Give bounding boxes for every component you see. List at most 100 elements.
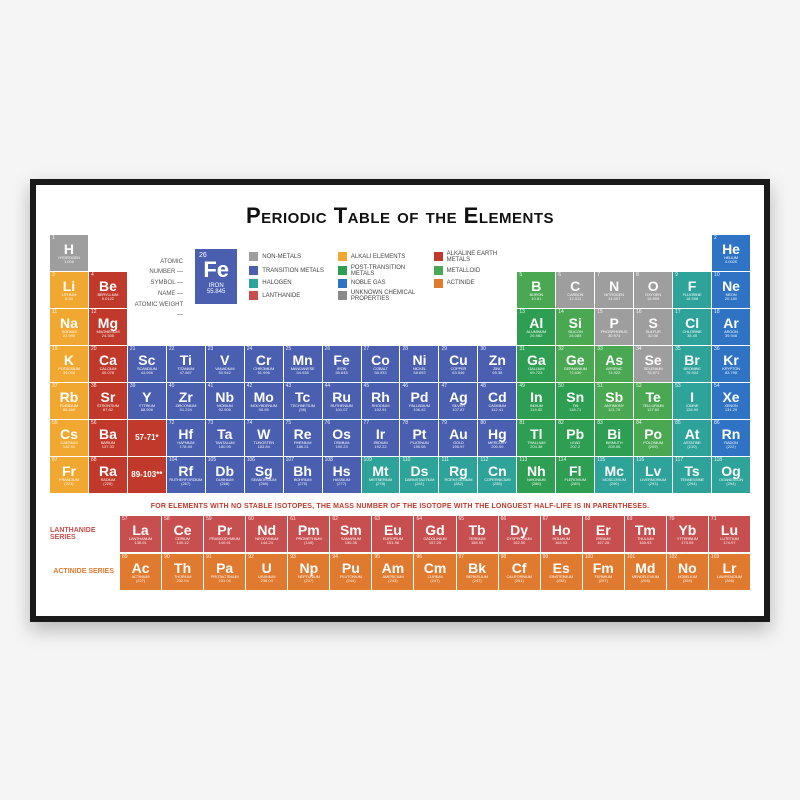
element-Si: 14SiSILICON28.085 [556,309,594,345]
element-Yb: 70YbYTTERBIUM173.05 [667,516,708,552]
legend-item: TRANSITION METALS [249,265,324,277]
element-Ge: 32GeGERMANIUM72.630 [556,346,594,382]
element-Hf: 72HfHAFNIUM178.49 [167,420,205,456]
element-Ne: 10NeNEON20.180 [712,272,750,308]
category-legend: NON-METALS ALKALI ELEMENTS ALKALINE EARTH … [249,239,510,302]
element-Y: 39YYTTRIUM88.906 [128,383,166,419]
element-Ti: 22TiTITANIUM47.867 [167,346,205,382]
element-Ds: 110DsDARMSTADTIUM(281) [400,457,438,493]
element-Ni: 28NiNICKEL58.693 [400,346,438,382]
element-Zn: 30ZnZINC65.38 [478,346,516,382]
legend-item: UNKNOWN CHEMICAL PROPERTIES [338,290,420,302]
element-Pt: 78PtPLATINUM195.08 [400,420,438,456]
element-Ar: 18ArARGON39.948 [712,309,750,345]
element-Hs: 108HsHASSIUM(277) [323,457,361,493]
element-grid: ATOMIC NUMBER SYMBOL NAME ATOMIC WEIGHT … [50,235,750,493]
lanthanide-label: LANTHANIDE SERIES [50,516,120,552]
element-Np: 93NpNEPTUNIUM(237) [288,554,329,590]
lanthanide-row: 57LaLANTHANUM138.9158CeCERIUM140.1259PrP… [120,516,750,552]
element-Al: 13AlALUMINUM26.982 [517,309,555,345]
element-At: 85AtASTATINE(210) [673,420,711,456]
legend-item: LANTHANIDE [249,290,324,302]
element-La: 57LaLANTHANUM138.91 [120,516,161,552]
periodic-table-poster: Periodic Table of the Elements ATOMIC NU… [30,179,770,622]
element-Br: 35BrBROMINE79.904 [673,346,711,382]
element-V: 23VVANADIUM50.942 [206,346,244,382]
element-Tl: 81TlTHALLIUM204.38 [517,420,555,456]
legend-item: NON-METALS [249,251,324,263]
element-Rn: 86RnRADON(222) [712,420,750,456]
element-Eu: 63EuEUROPIUM151.96 [372,516,413,552]
actinide-row: 89AcACTINIUM(227)90ThTHORIUM232.0491PaPR… [120,554,750,590]
element-Cr: 24CrCHROMIUM51.996 [245,346,283,382]
element-Tm: 69TmTHULIUM168.93 [625,516,666,552]
element-Co: 27CoCOBALT58.933 [362,346,400,382]
legend-item: ALKALINE EARTH METALS [434,251,511,263]
element-Lu: 71LuLUTETIUM174.97 [709,516,750,552]
element-Li: 3LiLITHIUM6.94 [50,272,88,308]
element-Pd: 46PdPALLADIUM106.42 [400,383,438,419]
act-marker: 89-103** [128,457,166,493]
element-Nb: 41NbNIOBIUM92.906 [206,383,244,419]
element-Cm: 96CmCURIUM(247) [414,554,455,590]
legend-item: HALOGEN [249,279,324,288]
actinide-label: ACTINIDE SERIES [50,554,120,590]
element-Nd: 60NdNEODYMIUM144.24 [246,516,287,552]
element-Fr: 87FrFRANCIUM(223) [50,457,88,493]
element-Au: 79AuGOLD196.97 [439,420,477,456]
element-Sn: 50SnTIN118.71 [556,383,594,419]
key-example-cell: 26 Fe IRON 55.845 [195,249,237,304]
element-Fe: 26FeIRON55.845 [323,346,361,382]
element-Ru: 44RuRUTHENIUM101.07 [323,383,361,419]
element-Cu: 29CuCOPPER63.546 [439,346,477,382]
element-Cd: 48CdCADMIUM112.41 [478,383,516,419]
element-Re: 75ReRHENIUM186.21 [284,420,322,456]
element-Bi: 83BiBISMUTH208.98 [595,420,633,456]
element-Am: 95AmAMERICIUM(243) [372,554,413,590]
element-Cn: 112CnCOPERNICIUM(285) [478,457,516,493]
element-Pa: 91PaPROTACTINIUM231.04 [204,554,245,590]
element-Cs: 55CsCAESIUM132.91 [50,420,88,456]
element-Bh: 107BhBOHRIUM(270) [284,457,322,493]
element-He: 2HeHELIUM4.0026 [712,235,750,271]
element-K: 19KPOTASSIUM39.098 [50,346,88,382]
series-block: LANTHANIDE SERIES 57LaLANTHANUM138.9158C… [50,516,750,590]
element-S: 16SSULFUR32.06 [634,309,672,345]
element-Po: 84PoPOLONIUM(209) [634,420,672,456]
key-labels: ATOMIC NUMBER SYMBOL NAME ATOMIC WEIGHT [134,239,183,322]
element-Mn: 25MnMANGANESE54.938 [284,346,322,382]
element-Ba: 56BaBARIUM137.33 [89,420,127,456]
element-Bk: 97BkBERKELIUM(247) [457,554,498,590]
element-Sr: 38SrSTRONTIUM87.62 [89,383,127,419]
element-Mt: 109MtMEITNERIUM(278) [362,457,400,493]
poster-title: Periodic Table of the Elements [50,203,750,229]
element-In: 49InINDIUM114.82 [517,383,555,419]
element-Sc: 21ScSCANDIUM44.956 [128,346,166,382]
element-Th: 90ThTHORIUM232.04 [162,554,203,590]
element-Tc: 43TcTECHNETIUM(98) [284,383,322,419]
element-Rh: 45RhRHODIUM102.91 [362,383,400,419]
element-Sm: 62SmSAMARIUM150.36 [330,516,371,552]
element-Fl: 114FlFLEROVIUM(289) [556,457,594,493]
lanth-marker: 57-71* [128,420,166,456]
element-Mo: 42MoMOLYBDENUM95.95 [245,383,283,419]
element-Hg: 80HgMERCURY200.59 [478,420,516,456]
element-B: 5BBORON10.81 [517,272,555,308]
legend-area: ATOMIC NUMBER SYMBOL NAME ATOMIC WEIGHT … [128,235,516,345]
element-U: 92UURANIUM238.03 [246,554,287,590]
element-Rg: 111RgROENTGENIUM(282) [439,457,477,493]
element-Db: 105DbDUBNIUM(268) [206,457,244,493]
legend-item: ACTINIDE [434,279,511,288]
legend-item: NOBLE GAS [338,279,420,288]
legend-item: ALKALI ELEMENTS [338,251,420,263]
element-Ra: 88RaRADIUM(226) [89,457,127,493]
element-Og: 118OgOGANESSON(294) [712,457,750,493]
element-Os: 76OsOSMIUM190.23 [323,420,361,456]
element-Te: 52TeTELLURIUM127.60 [634,383,672,419]
element-N: 7NNITROGEN14.007 [595,272,633,308]
element-Sg: 106SgSEABORGIUM(269) [245,457,283,493]
element-Pb: 82PbLEAD207.2 [556,420,594,456]
element-Ho: 67HoHOLMIUM164.93 [541,516,582,552]
element-Ce: 58CeCERIUM140.12 [162,516,203,552]
element-Pu: 94PuPLUTONIUM(244) [330,554,371,590]
